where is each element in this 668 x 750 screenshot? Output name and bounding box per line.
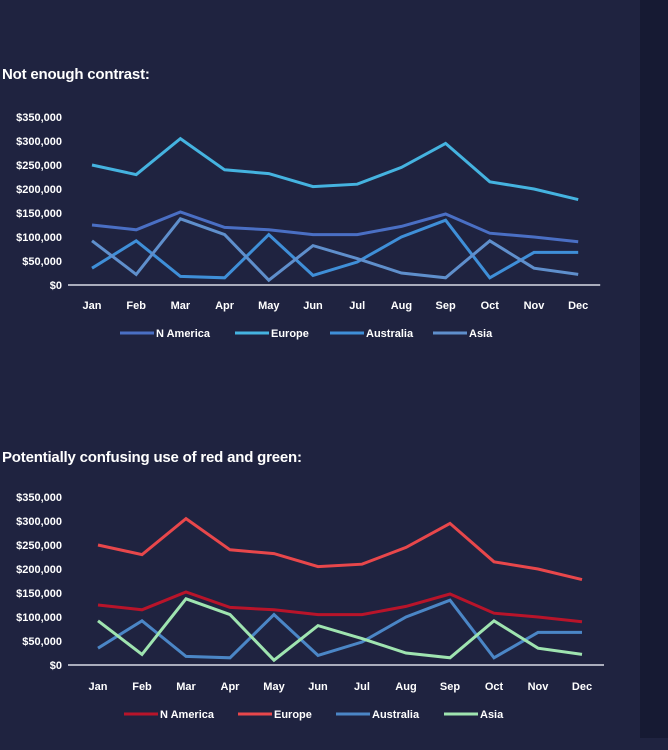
y-tick-label: $100,000 <box>16 232 62 244</box>
legend-label: N America <box>160 709 215 721</box>
x-tick-label: Nov <box>528 681 550 693</box>
y-tick-label: $50,000 <box>22 256 62 268</box>
x-tick-label: Nov <box>524 300 546 312</box>
x-tick-label: Aug <box>395 681 416 693</box>
y-tick-label: $150,000 <box>16 588 62 600</box>
x-tick-label: Dec <box>568 300 588 312</box>
y-tick-label: $300,000 <box>16 136 62 148</box>
x-tick-label: Sep <box>436 300 456 312</box>
y-tick-label: $100,000 <box>16 612 62 624</box>
chart-1-title: Not enough contrast: <box>2 66 150 83</box>
x-tick-label: Oct <box>485 681 504 693</box>
series-line-n-america <box>97 590 583 624</box>
y-tick-label: $150,000 <box>16 208 62 220</box>
x-tick-label: Jul <box>354 681 370 693</box>
x-tick-label: Apr <box>221 681 241 693</box>
right-edge-strip <box>640 0 668 738</box>
x-tick-label: Sep <box>440 681 460 693</box>
x-tick-label: Oct <box>481 300 500 312</box>
chart-1: $0 $50,000 $100,000 $150,000 $200,000 $250,00… <box>16 112 601 340</box>
y-tick-label: $0 <box>50 660 62 672</box>
x-tick-label: Mar <box>171 300 191 312</box>
y-tick-label: $350,000 <box>16 492 62 504</box>
legend-label: N America <box>156 328 211 340</box>
x-tick-label: May <box>258 300 280 312</box>
x-tick-label: Feb <box>126 300 146 312</box>
legend-label: Europe <box>274 709 312 721</box>
x-tick-label: Apr <box>215 300 235 312</box>
series-line-n-america <box>91 210 579 244</box>
series-line-asia <box>91 217 579 283</box>
x-tick-label: Jul <box>349 300 365 312</box>
legend-label: Asia <box>480 709 504 721</box>
series-line-australia <box>91 218 579 280</box>
x-tick-label: Aug <box>391 300 412 312</box>
legend-label: Asia <box>469 328 493 340</box>
x-tick-label: Dec <box>572 681 592 693</box>
x-tick-label: Mar <box>176 681 196 693</box>
y-tick-label: $200,000 <box>16 184 62 196</box>
x-tick-label: May <box>263 681 285 693</box>
legend-label: Australia <box>372 709 420 721</box>
series-line-asia <box>97 597 583 663</box>
x-tick-label: Feb <box>132 681 152 693</box>
chart-2: $0 $50,000 $100,000 $150,000 $200,000 $250,00… <box>16 492 604 721</box>
y-tick-label: $250,000 <box>16 540 62 552</box>
y-tick-label: $50,000 <box>22 636 62 648</box>
x-tick-label: Jun <box>303 300 323 312</box>
legend-label: Australia <box>366 328 414 340</box>
y-tick-label: $350,000 <box>16 112 62 124</box>
x-tick-label: Jan <box>83 300 102 312</box>
x-tick-label: Jun <box>308 681 328 693</box>
x-tick-label: Jan <box>89 681 108 693</box>
chart-2-title: Potentially confusing use of red and gre… <box>2 449 302 466</box>
series-line-australia <box>97 598 582 660</box>
y-tick-label: $0 <box>50 280 62 292</box>
y-tick-label: $300,000 <box>16 516 62 528</box>
legend-label: Europe <box>271 328 309 340</box>
series-line-europe <box>97 516 583 582</box>
y-tick-label: $200,000 <box>16 564 62 576</box>
series-line-europe <box>91 136 579 202</box>
y-tick-label: $250,000 <box>16 160 62 172</box>
